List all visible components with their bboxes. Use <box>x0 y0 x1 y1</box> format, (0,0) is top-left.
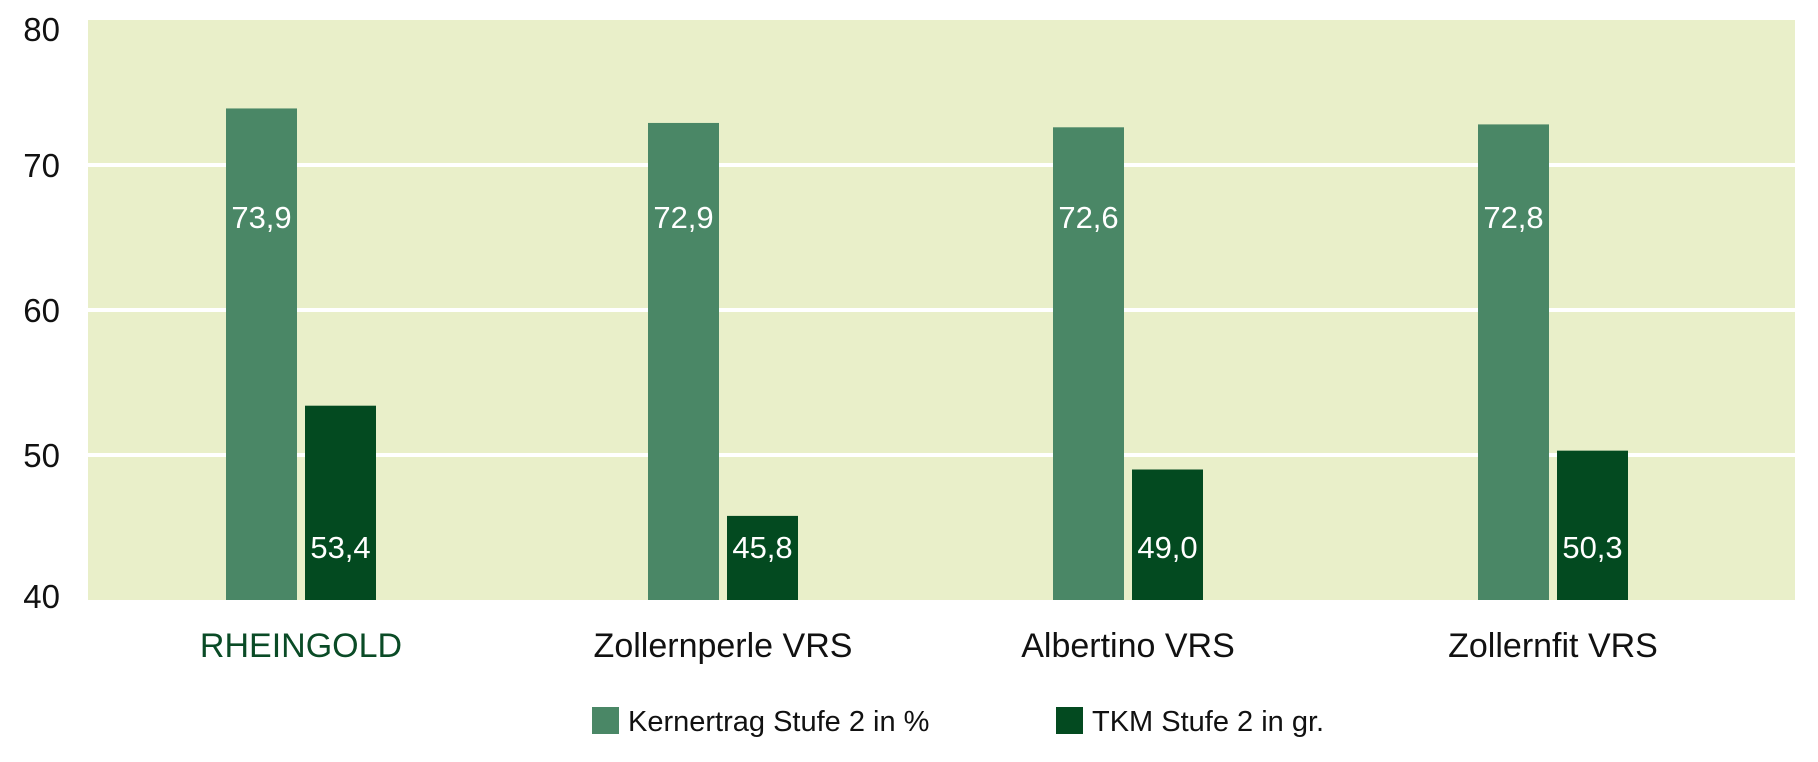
x-axis: RHEINGOLD Zollernperle VRS Albertino VRS Zo… <box>200 627 1658 665</box>
y-tick-label: 70 <box>23 147 60 184</box>
bar-tkm <box>1557 450 1628 600</box>
data-label: 73,9 <box>231 200 291 235</box>
data-label: 53,4 <box>310 530 370 565</box>
bars: 73,9 53,4 72,9 45,8 72,6 49,0 72,8 50,3 <box>226 108 1628 601</box>
y-tick-label: 80 <box>23 11 60 48</box>
bar-kernertrag <box>1053 127 1124 601</box>
y-tick-label: 50 <box>23 437 60 474</box>
legend-swatch <box>1056 707 1083 734</box>
category-label: RHEINGOLD <box>200 627 402 665</box>
category-label: Zollernfit VRS <box>1448 627 1658 665</box>
bar-kernertrag <box>648 122 719 600</box>
y-tick-label: 60 <box>23 292 60 329</box>
y-tick-label: 40 <box>23 578 60 615</box>
category-label: Albertino VRS <box>1021 627 1235 665</box>
legend: Kernertrag Stufe 2 in % TKM Stufe 2 in gr… <box>592 706 1324 738</box>
data-label: 50,3 <box>1562 530 1622 565</box>
bar-tkm <box>1132 469 1203 600</box>
data-label: 49,0 <box>1137 530 1197 565</box>
bar-kernertrag <box>226 108 297 600</box>
data-label: 72,6 <box>1058 200 1118 235</box>
category-label: Zollernperle VRS <box>594 627 853 665</box>
legend-label: TKM Stufe 2 in gr. <box>1092 706 1324 738</box>
data-label: 72,8 <box>1483 200 1543 235</box>
legend-label: Kernertrag Stufe 2 in % <box>628 706 929 738</box>
data-label: 45,8 <box>732 530 792 565</box>
y-axis: 40 50 60 70 80 <box>23 11 60 615</box>
bar-kernertrag <box>1478 124 1549 601</box>
data-label: 72,9 <box>653 200 713 235</box>
legend-swatch <box>592 707 619 734</box>
bar-tkm <box>305 405 376 600</box>
bar-tkm <box>727 515 798 600</box>
